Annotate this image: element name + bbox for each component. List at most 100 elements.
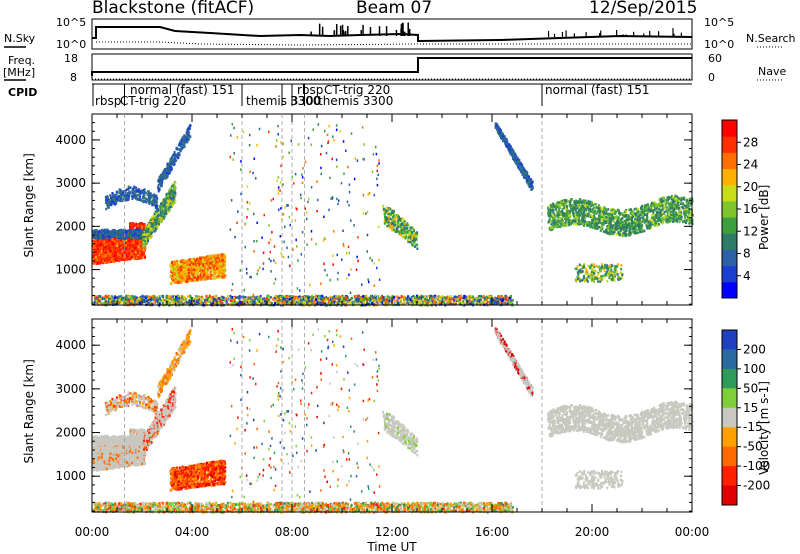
power-cell xyxy=(137,256,140,259)
power-cell xyxy=(164,201,167,204)
power-cell xyxy=(111,241,114,244)
power-cell xyxy=(204,260,207,264)
power-cell xyxy=(171,203,174,206)
cpid-label: normal (fast) 151 xyxy=(545,83,649,97)
power-cell xyxy=(191,278,194,282)
power-cell xyxy=(112,255,115,259)
power-cell xyxy=(143,188,146,191)
power-cell xyxy=(117,253,120,257)
power-cell xyxy=(140,244,143,248)
power-cell xyxy=(126,242,129,246)
power-cell xyxy=(128,194,131,198)
top-strip-layer xyxy=(4,18,782,81)
power-cell xyxy=(180,275,183,279)
power-cell xyxy=(173,160,176,163)
power-cell xyxy=(140,248,143,251)
power-cell xyxy=(100,258,103,262)
power-cell xyxy=(196,276,199,280)
power-cell xyxy=(131,238,134,241)
power-cell xyxy=(166,162,169,166)
power-cell xyxy=(222,273,225,277)
power-cell xyxy=(95,243,98,246)
power-cell xyxy=(107,254,110,257)
power-cell xyxy=(107,242,110,246)
power-cell xyxy=(125,245,128,249)
power-cell xyxy=(117,250,120,254)
power-cell xyxy=(363,299,366,302)
power-cell xyxy=(144,254,147,258)
power-cell xyxy=(124,249,127,252)
power-cell xyxy=(170,192,173,196)
power-cell xyxy=(135,244,138,247)
power-cell xyxy=(136,250,139,253)
power-cell xyxy=(135,186,138,190)
power-cell xyxy=(190,258,193,262)
power-cell xyxy=(115,193,118,196)
power-cell xyxy=(175,273,178,276)
power-cell xyxy=(158,177,161,180)
power-cell xyxy=(115,241,118,245)
right-n-tick-low: 10^0 xyxy=(704,38,735,51)
power-cell xyxy=(174,192,177,195)
power-cell xyxy=(368,296,371,300)
power-cell xyxy=(217,260,220,263)
power-cell xyxy=(104,234,107,237)
power-cell xyxy=(205,276,208,280)
power-cell xyxy=(132,243,135,247)
power-cell xyxy=(115,251,118,254)
power-cell xyxy=(120,251,123,255)
power-cell xyxy=(143,256,146,259)
power-cell xyxy=(140,227,143,230)
power-cell xyxy=(113,231,116,234)
power-cell xyxy=(132,222,135,225)
power-cell xyxy=(180,138,183,142)
freq-tick-high: 18 xyxy=(64,52,78,65)
power-cell xyxy=(136,240,139,244)
power-cell xyxy=(102,258,105,261)
power-cell xyxy=(117,245,120,248)
power-cell xyxy=(127,244,130,247)
power-cell xyxy=(357,302,360,305)
power-cell xyxy=(107,252,110,256)
power-cell xyxy=(129,226,132,230)
power-cell xyxy=(118,247,121,250)
power-cell xyxy=(151,199,154,203)
power-cell xyxy=(186,275,189,278)
power-cell xyxy=(129,238,132,242)
cpid-label: 3300 xyxy=(290,94,321,108)
power-cell xyxy=(109,260,112,264)
power-cell xyxy=(141,256,144,259)
nsearch-label: N.Search xyxy=(746,32,796,45)
power-cell xyxy=(133,253,136,256)
power-cell xyxy=(118,258,121,262)
power-cell xyxy=(113,240,116,243)
power-cell xyxy=(220,265,223,268)
power-cell xyxy=(93,250,96,253)
power-cell xyxy=(120,295,123,298)
power-cell xyxy=(217,254,220,257)
power-cell xyxy=(115,247,118,250)
power-cell xyxy=(118,242,121,245)
power-cell xyxy=(141,250,144,254)
power-cell xyxy=(110,252,113,255)
power-cell xyxy=(148,236,151,240)
power-cell xyxy=(207,258,210,262)
power-cell xyxy=(105,259,108,262)
power-cell xyxy=(142,249,145,252)
power-cell xyxy=(109,250,112,253)
power-cell xyxy=(115,259,118,262)
power-cell xyxy=(134,240,137,243)
power-cell xyxy=(179,271,182,275)
power-cell xyxy=(110,243,113,246)
power-cell xyxy=(105,199,108,202)
power-cell xyxy=(116,233,119,236)
power-cell xyxy=(137,225,140,228)
power-cell xyxy=(511,299,514,302)
power-cell xyxy=(95,257,98,261)
power-cell xyxy=(141,199,144,203)
power-cell xyxy=(156,226,159,229)
power-cell xyxy=(95,250,98,254)
power-cell xyxy=(187,277,190,281)
power-cell xyxy=(95,248,98,251)
